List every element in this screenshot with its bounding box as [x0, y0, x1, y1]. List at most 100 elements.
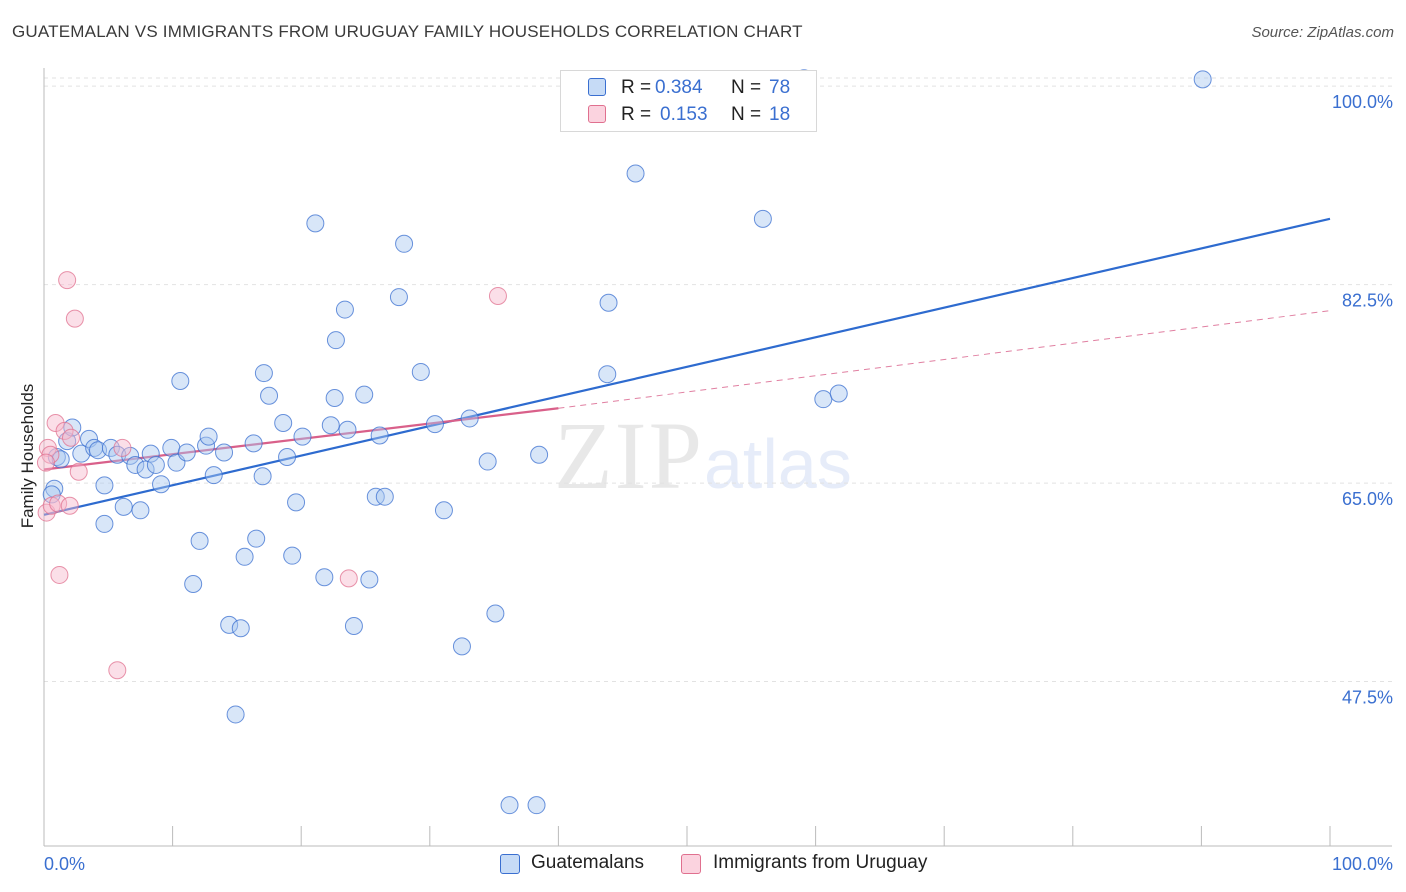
guatemalans-point	[527, 796, 546, 815]
guatemalans-point	[95, 476, 114, 495]
guatemalans-point	[814, 390, 833, 409]
tick-label-layer: 47.5% 65.0% 82.5% 100.0% 0.0% 100.0%	[44, 92, 1393, 874]
guatemalans-point	[306, 214, 325, 233]
guatemalans-point	[530, 445, 549, 464]
guatemalans-point	[287, 493, 306, 512]
points-layer	[36, 69, 1212, 815]
guatemalans-point	[325, 389, 344, 408]
guatemalans-point	[114, 497, 133, 516]
legend-r-label: R =	[621, 77, 652, 98]
uruguay-trend-extension	[558, 310, 1331, 409]
legend-r-label: R =	[621, 104, 652, 125]
guatemalans-point	[235, 547, 254, 566]
guatemalans-point	[452, 637, 471, 656]
guatemalans-point	[152, 475, 171, 494]
series-swatch-pink	[681, 854, 701, 874]
guatemalans-point	[370, 426, 389, 445]
guatemalans-point	[231, 619, 250, 638]
uruguay-point	[113, 438, 132, 457]
guatemalans-point	[315, 568, 334, 587]
watermark-zip: ZIP	[554, 402, 704, 509]
guatemalans-point	[121, 446, 140, 465]
watermark: ZIPatlas	[554, 400, 852, 511]
x-tick-label-min: 0.0%	[44, 854, 85, 874]
guatemalans-point	[626, 164, 645, 183]
guatemalans-point	[253, 467, 272, 486]
guatemalans-point	[220, 615, 239, 634]
x-tick-label-max: 100.0%	[1332, 854, 1393, 874]
guatemalans-point	[226, 705, 245, 724]
guatemalans-point	[753, 209, 772, 228]
guatemalans-point	[375, 487, 394, 506]
watermark-atlas: atlas	[704, 425, 852, 503]
guatemalans-point	[171, 372, 190, 391]
guatemalans-point	[366, 487, 385, 506]
series-label: Guatemalans	[531, 852, 645, 873]
legend-swatch-blue	[588, 78, 606, 96]
uruguay-point	[65, 309, 84, 328]
guatemalans-point	[425, 415, 444, 434]
guatemalans-point	[215, 443, 234, 462]
uruguay-point	[339, 569, 358, 588]
guatemalans-point	[274, 413, 293, 432]
legend-row-guatemalans: R = 0.384 N = 78	[561, 74, 816, 100]
guatemalans-point	[326, 331, 345, 350]
guatemalans-point	[184, 575, 203, 594]
guatemalans-point	[395, 234, 414, 253]
guatemalans-point	[598, 365, 617, 384]
guatemalans-point	[338, 420, 357, 439]
axis-layer	[43, 68, 1392, 847]
legend-swatch-pink	[588, 105, 606, 123]
legend-n-value: 18	[769, 104, 791, 125]
guatemalans-point	[411, 362, 430, 381]
guatemalans-point	[829, 384, 848, 403]
guatemalans-point	[478, 452, 497, 471]
y-tick-label: 47.5%	[1342, 688, 1393, 708]
chart-title: GUATEMALAN VS IMMIGRANTS FROM URUGUAY FA…	[12, 22, 803, 41]
guatemalans-point	[389, 288, 408, 307]
uruguay-point	[36, 453, 55, 472]
guatemalans-trend-line	[43, 217, 1331, 516]
correlation-legend: R = 0.384 N = 78 R = 0.153 N = 18	[560, 70, 817, 132]
legend-n-label: N =	[731, 104, 762, 125]
legend-row-uruguay: R = 0.153 N = 18	[561, 101, 816, 127]
guatemalans-point	[1193, 70, 1212, 89]
guatemalans-point	[51, 450, 70, 469]
guatemalans-point	[260, 386, 279, 405]
guatemalans-point	[321, 416, 340, 435]
uruguay-point	[38, 438, 57, 457]
uruguay-point	[488, 286, 507, 305]
uruguay-point	[60, 496, 79, 515]
uruguay-point	[62, 428, 81, 447]
uruguay-point	[49, 494, 68, 513]
guatemalans-point	[599, 293, 618, 312]
uruguay-trend-line	[43, 407, 559, 471]
legend-n-label: N =	[731, 77, 762, 98]
legend-n-value: 78	[769, 77, 791, 98]
guatemalans-point	[177, 443, 196, 462]
series-label: Immigrants from Uruguay	[713, 852, 928, 873]
guatemalans-point	[190, 531, 209, 550]
trend-layer	[43, 217, 1331, 516]
source-label: Source: ZipAtlas.com	[1251, 24, 1394, 41]
uruguay-point	[55, 421, 74, 440]
guatemalans-point	[199, 427, 218, 446]
guatemalans-point	[335, 300, 354, 319]
guatemalans-point	[126, 455, 145, 474]
guatemalans-point	[278, 448, 297, 466]
uruguay-point	[69, 462, 88, 481]
guatemalans-point	[486, 604, 505, 623]
guatemalans-point	[434, 501, 453, 520]
guatemalans-point	[293, 427, 312, 446]
guatemalans-point	[283, 546, 302, 565]
guatemalans-point	[500, 796, 519, 815]
uruguay-point	[58, 271, 77, 290]
y-tick-label: 65.0%	[1342, 489, 1393, 509]
uruguay-point	[50, 565, 69, 584]
y-tick-label: 100.0%	[1332, 92, 1393, 112]
guatemalans-point	[141, 444, 160, 463]
guatemalans-point	[95, 514, 114, 533]
guatemalans-point	[355, 385, 374, 404]
guatemalans-point	[244, 434, 263, 453]
guatemalans-point	[146, 455, 165, 474]
